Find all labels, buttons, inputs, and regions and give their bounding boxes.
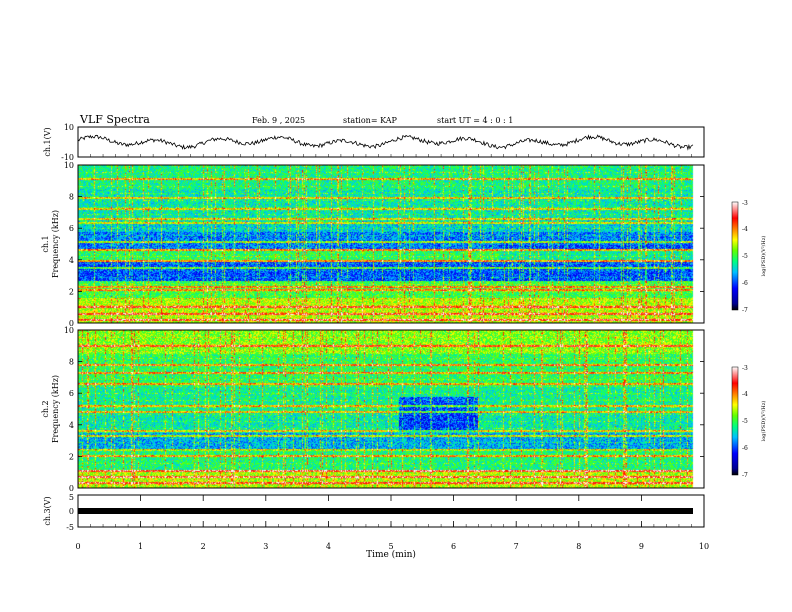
x-tick-8: 8 (576, 542, 581, 551)
header-station: station= KAP (343, 116, 398, 125)
x-tick-7: 7 (514, 542, 519, 551)
x-tick-3: 3 (263, 542, 268, 551)
ch1-spectrogram-ytick-0: 0 (69, 319, 74, 328)
ch2-colorbar-label: log(PSD)(V²/Hz) (760, 401, 767, 442)
x-tick-0: 0 (75, 542, 80, 551)
ch2-spectrogram-ytick-6: 6 (69, 389, 74, 398)
ch1-spectrogram-ytick-4: 4 (69, 256, 74, 265)
header-start-ut: start UT = 4 : 0 : 1 (437, 116, 513, 125)
ch1-spectrogram-frame (77, 164, 705, 324)
ch2-cbar-tick-1: -3 (742, 365, 748, 372)
x-tick-9: 9 (639, 542, 644, 551)
ch3-ytick-bottom: -5 (66, 523, 74, 532)
ch1-spectrogram-ytick-10: 10 (64, 161, 74, 170)
x-tick-5: 5 (388, 542, 393, 551)
x-tick-2: 2 (201, 542, 206, 551)
ch3-ytick-mid: 0 (69, 507, 74, 516)
ch1-cbar-tick-2: -4 (742, 226, 748, 233)
ch1-waveform-panel: 10 -10 ch.1(V) (43, 123, 705, 162)
ch1-cbar-tick-3: -5 (742, 253, 748, 260)
ch1-spectrogram-ytick-2: 2 (69, 287, 74, 296)
ch2-colorbar: -3 -4 -5 -6 -7 log(PSD)(V²/Hz) (731, 365, 767, 479)
ch1-ytick-bottom: -10 (61, 153, 74, 162)
ch2-spectrogram-ytick-10: 10 (64, 326, 74, 335)
ch2-spectrogram-ytick-0: 0 (69, 484, 74, 493)
header-date: Feb. 9 , 2025 (252, 116, 305, 125)
ch2-cbar-tick-2: -4 (742, 391, 748, 398)
figure-title: VLF Spectra (79, 113, 150, 126)
ch2-spectrogram-ytick-4: 4 (69, 421, 74, 430)
ch1-colorbar: -3 -4 -5 -6 -7 log(PSD)(V²/Hz) (731, 200, 767, 314)
ch1-spectrogram-ytick-8: 8 (69, 193, 74, 202)
ch2-spectrogram-image (78, 330, 704, 488)
ch3-waveform-line (78, 508, 693, 514)
ch1-spectrogram-ytick-6: 6 (69, 224, 74, 233)
ch3-ytick-top: 5 (69, 493, 74, 502)
ch2-cbar-tick-5: -7 (742, 472, 748, 479)
ch3-wave-ylabel: ch.3(V) (43, 496, 52, 525)
ch1-cbar-tick-1: -3 (742, 200, 748, 207)
ch2-spectrogram-panel: 0 2 4 6 8 10 ch.2 Frequency (kHz) (41, 326, 705, 493)
ch1-wave-ylabel: ch.1(V) (43, 127, 52, 156)
ch1-spectrogram-image (78, 165, 704, 323)
ch1-colorbar-label: log(PSD)(V²/Hz) (760, 236, 767, 277)
ch1-spec-ylabel: ch.1 (41, 235, 50, 252)
ch2-spectrogram-ytick-2: 2 (69, 452, 74, 461)
x-tick-10: 10 (699, 542, 709, 551)
ch2-spec-ylabel: ch.2 (41, 400, 50, 417)
ch1-waveform-line (77, 134, 694, 151)
ch2-cbar-tick-3: -5 (742, 418, 748, 425)
ch2-colorbar-gradient (731, 366, 739, 476)
ch1-cbar-tick-4: -6 (742, 280, 748, 287)
ch1-waveform-frame (77, 126, 705, 158)
ch1-spectrogram-panel: 0 2 4 6 8 10 ch.1 Frequency (kHz) (41, 161, 705, 328)
ch2-spectrogram-frame (77, 329, 705, 489)
x-tick-4: 4 (326, 542, 331, 551)
ch2-spec-ylabel2: Frequency (kHz) (51, 375, 60, 443)
ch1-ytick-top: 10 (64, 123, 74, 132)
x-tick-6: 6 (451, 542, 456, 551)
x-tick-1: 1 (138, 542, 143, 551)
ch2-spectrogram-ytick-8: 8 (69, 358, 74, 367)
x-axis-label: Time (min) (366, 549, 416, 560)
ch1-cbar-tick-5: -7 (742, 307, 748, 314)
ch2-cbar-tick-4: -6 (742, 445, 748, 452)
ch1-spec-ylabel2: Frequency (kHz) (51, 210, 60, 278)
ch3-waveform-panel: 5 0 -5 ch.3(V) 0 1 2 3 4 5 6 7 8 9 10 Time (min) (43, 154, 709, 560)
ch1-colorbar-gradient (731, 201, 739, 311)
